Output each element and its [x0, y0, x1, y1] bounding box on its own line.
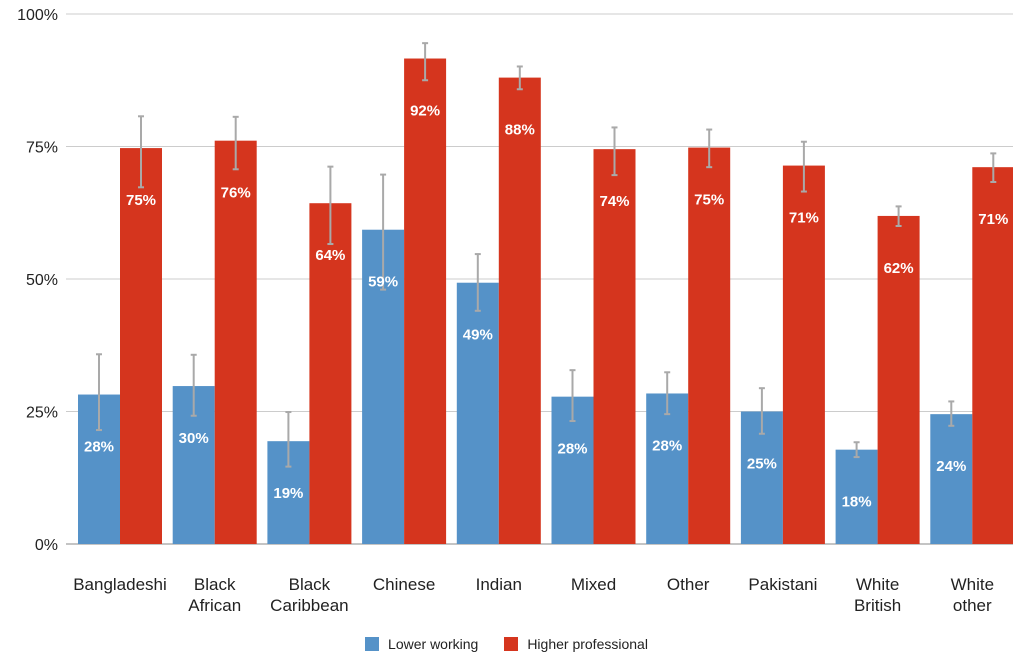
- x-tick-label: Caribbean: [270, 596, 348, 615]
- bar: [404, 58, 447, 545]
- x-tick-label: White: [951, 575, 994, 594]
- legend-label-higher-professional: Higher professional: [527, 636, 648, 652]
- x-tick-label: Mixed: [571, 575, 616, 594]
- bar: [835, 449, 878, 544]
- data-label: 75%: [126, 192, 156, 209]
- x-tick-label: Black: [194, 575, 236, 594]
- bar: [877, 215, 920, 544]
- bar: [930, 414, 973, 544]
- data-label: 24%: [936, 458, 966, 475]
- data-label: 75%: [694, 192, 724, 209]
- data-label: 76%: [221, 185, 251, 202]
- data-label: 28%: [84, 439, 114, 456]
- bar: [214, 140, 257, 545]
- x-tick-label: other: [953, 596, 992, 615]
- legend-swatch-lower-working: [365, 637, 380, 651]
- data-label: 30%: [179, 430, 209, 447]
- x-tick-label: African: [188, 596, 241, 615]
- x-tick-label: Bangladeshi: [73, 575, 167, 594]
- bar: [120, 148, 162, 544]
- data-label: 59%: [368, 274, 398, 291]
- bar-chart: 0% 25% 50% 75% 100% 28% 75% Bangladeshi 30% 76% Bl…: [17, 7, 1013, 615]
- y-tick-label: 50%: [26, 272, 58, 289]
- y-tick-label: 100%: [17, 7, 58, 24]
- y-tick-label: 0%: [35, 537, 58, 554]
- data-label: 92%: [410, 103, 440, 120]
- x-tick-label: White: [856, 575, 899, 594]
- legend-label-lower-working: Lower working: [388, 636, 479, 652]
- bar: [782, 165, 825, 544]
- bar: [646, 393, 689, 544]
- legend: Lower working Higher professional: [0, 636, 1013, 652]
- legend-item-higher-professional: Higher professional: [504, 636, 648, 652]
- legend-item-lower-working: Lower working: [365, 636, 478, 652]
- data-label: 74%: [599, 193, 629, 210]
- bar: [498, 77, 541, 544]
- y-tick-label: 75%: [26, 140, 58, 157]
- x-tick-label: British: [854, 596, 901, 615]
- bar: [309, 203, 352, 544]
- legend-swatch-higher-professional: [504, 637, 519, 651]
- x-tick-label: Black: [289, 575, 331, 594]
- data-label: 28%: [557, 441, 587, 458]
- bar: [972, 167, 1013, 545]
- x-tick-label: Other: [667, 575, 710, 594]
- x-tick-label: Indian: [476, 575, 522, 594]
- data-label: 19%: [273, 485, 303, 502]
- y-tick-label: 25%: [26, 405, 58, 422]
- data-label: 28%: [652, 437, 682, 454]
- x-tick-label: Chinese: [373, 575, 435, 594]
- data-label: 62%: [884, 260, 914, 277]
- data-label: 18%: [842, 494, 872, 511]
- x-tick-label: Pakistani: [748, 575, 817, 594]
- data-label: 49%: [463, 327, 493, 344]
- data-label: 71%: [978, 211, 1008, 228]
- bar: [456, 282, 499, 544]
- data-label: 64%: [315, 247, 345, 264]
- bar: [688, 147, 731, 544]
- data-label: 88%: [505, 122, 535, 139]
- data-label: 25%: [747, 456, 777, 473]
- data-label: 71%: [789, 210, 819, 227]
- bar: [593, 149, 636, 544]
